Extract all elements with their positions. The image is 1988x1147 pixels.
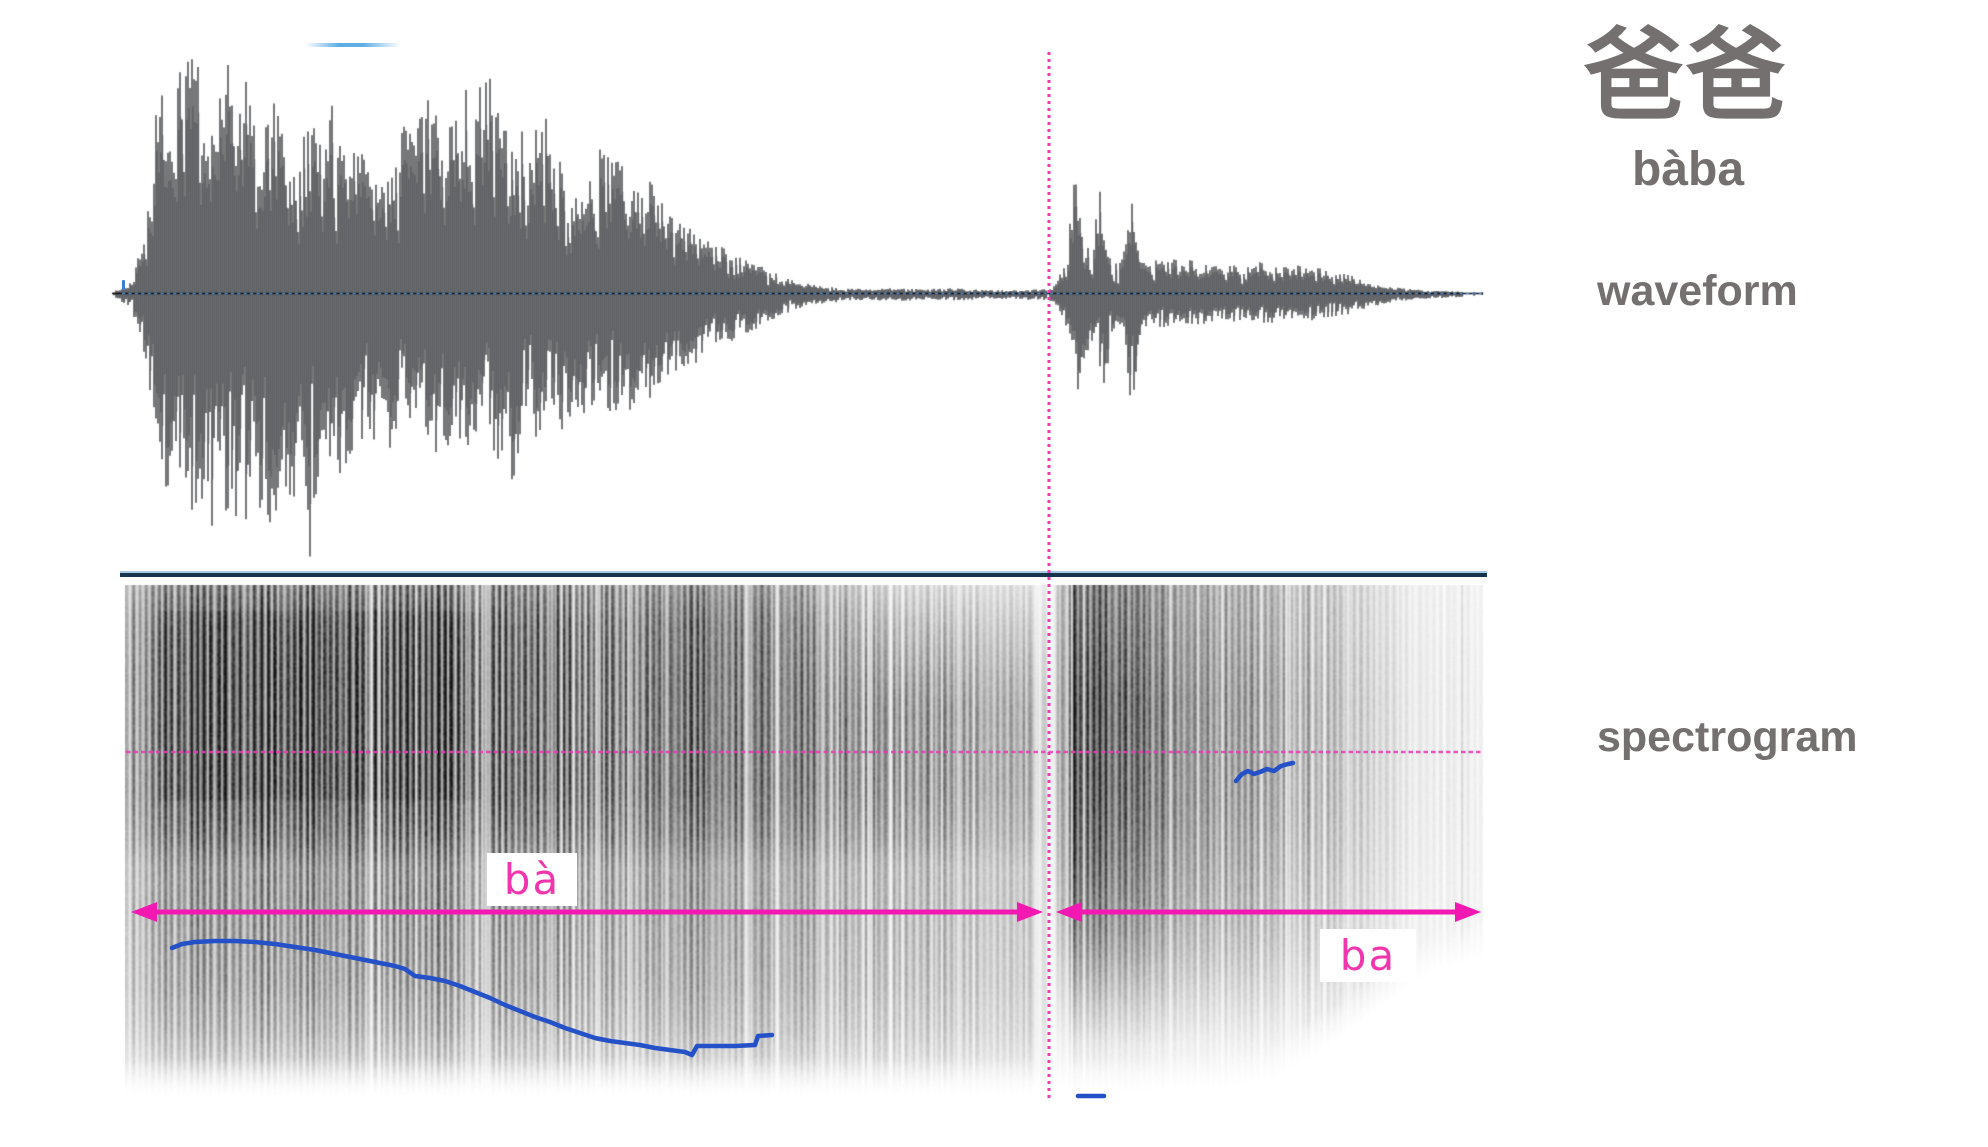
waveform-panel-label: waveform bbox=[1597, 267, 1798, 315]
hanzi-title: 爸爸 bbox=[1584, 20, 1788, 132]
spectrogram-panel-label: spectrogram bbox=[1597, 713, 1858, 761]
syllable2-label: ba bbox=[1339, 931, 1397, 980]
pinyin-subtitle: bàba bbox=[1632, 143, 1745, 196]
syllable1-label: bà bbox=[503, 855, 561, 904]
selection-highlight-line bbox=[306, 43, 400, 47]
syllable1-label-box: bà bbox=[487, 853, 577, 906]
cursor-start-tick bbox=[122, 280, 125, 290]
syllable2-label-box: ba bbox=[1320, 929, 1416, 982]
panel-divider-line bbox=[120, 571, 1487, 577]
